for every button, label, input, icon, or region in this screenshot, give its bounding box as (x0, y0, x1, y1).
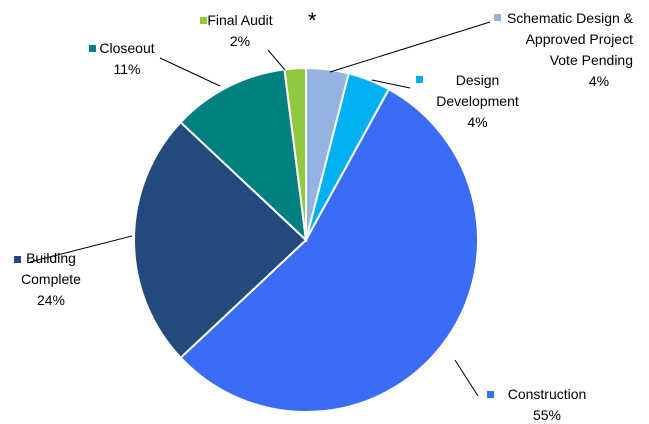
value-label: 2% (229, 33, 251, 49)
legend-marker (416, 76, 423, 83)
legend-marker (494, 14, 501, 21)
slice-label: Building Complete 24% (15, 248, 87, 311)
category-label: Closeout (99, 40, 155, 56)
leader-line (371, 79, 411, 89)
value-label: 55% (532, 407, 562, 423)
value-label: 4% (467, 114, 488, 130)
legend-marker (487, 391, 494, 398)
slice-label: Schematic Design & Approved Project Vote… (505, 8, 633, 92)
category-label: Final Audit (207, 12, 273, 28)
slice-label: Final Audit 2% (200, 10, 280, 52)
category-label: Building Complete (21, 250, 81, 287)
value-label: 24% (36, 292, 66, 308)
annotation: * (308, 8, 317, 33)
legend-marker (200, 17, 207, 24)
leader-line (267, 49, 286, 71)
slice-label: Closeout 11% (92, 38, 162, 80)
leader-line (454, 359, 479, 397)
pie-slice (133, 120, 308, 360)
slice-label: Design Development 4% (420, 70, 535, 133)
leader-line (29, 235, 133, 263)
category-label: Construction (507, 386, 587, 402)
pie-slice (179, 68, 308, 243)
slice-label: Construction 55% (495, 384, 599, 424)
leader-line (159, 57, 221, 87)
value-label: 4% (588, 73, 610, 89)
value-label: 11% (113, 61, 141, 77)
category-label: Design Development (436, 72, 519, 109)
leader-line (329, 21, 491, 73)
legend-marker (89, 45, 96, 52)
category-label: Schematic Design & Approved Project Vote… (506, 10, 633, 68)
legend-marker (14, 256, 21, 263)
pie-slice (179, 87, 479, 413)
